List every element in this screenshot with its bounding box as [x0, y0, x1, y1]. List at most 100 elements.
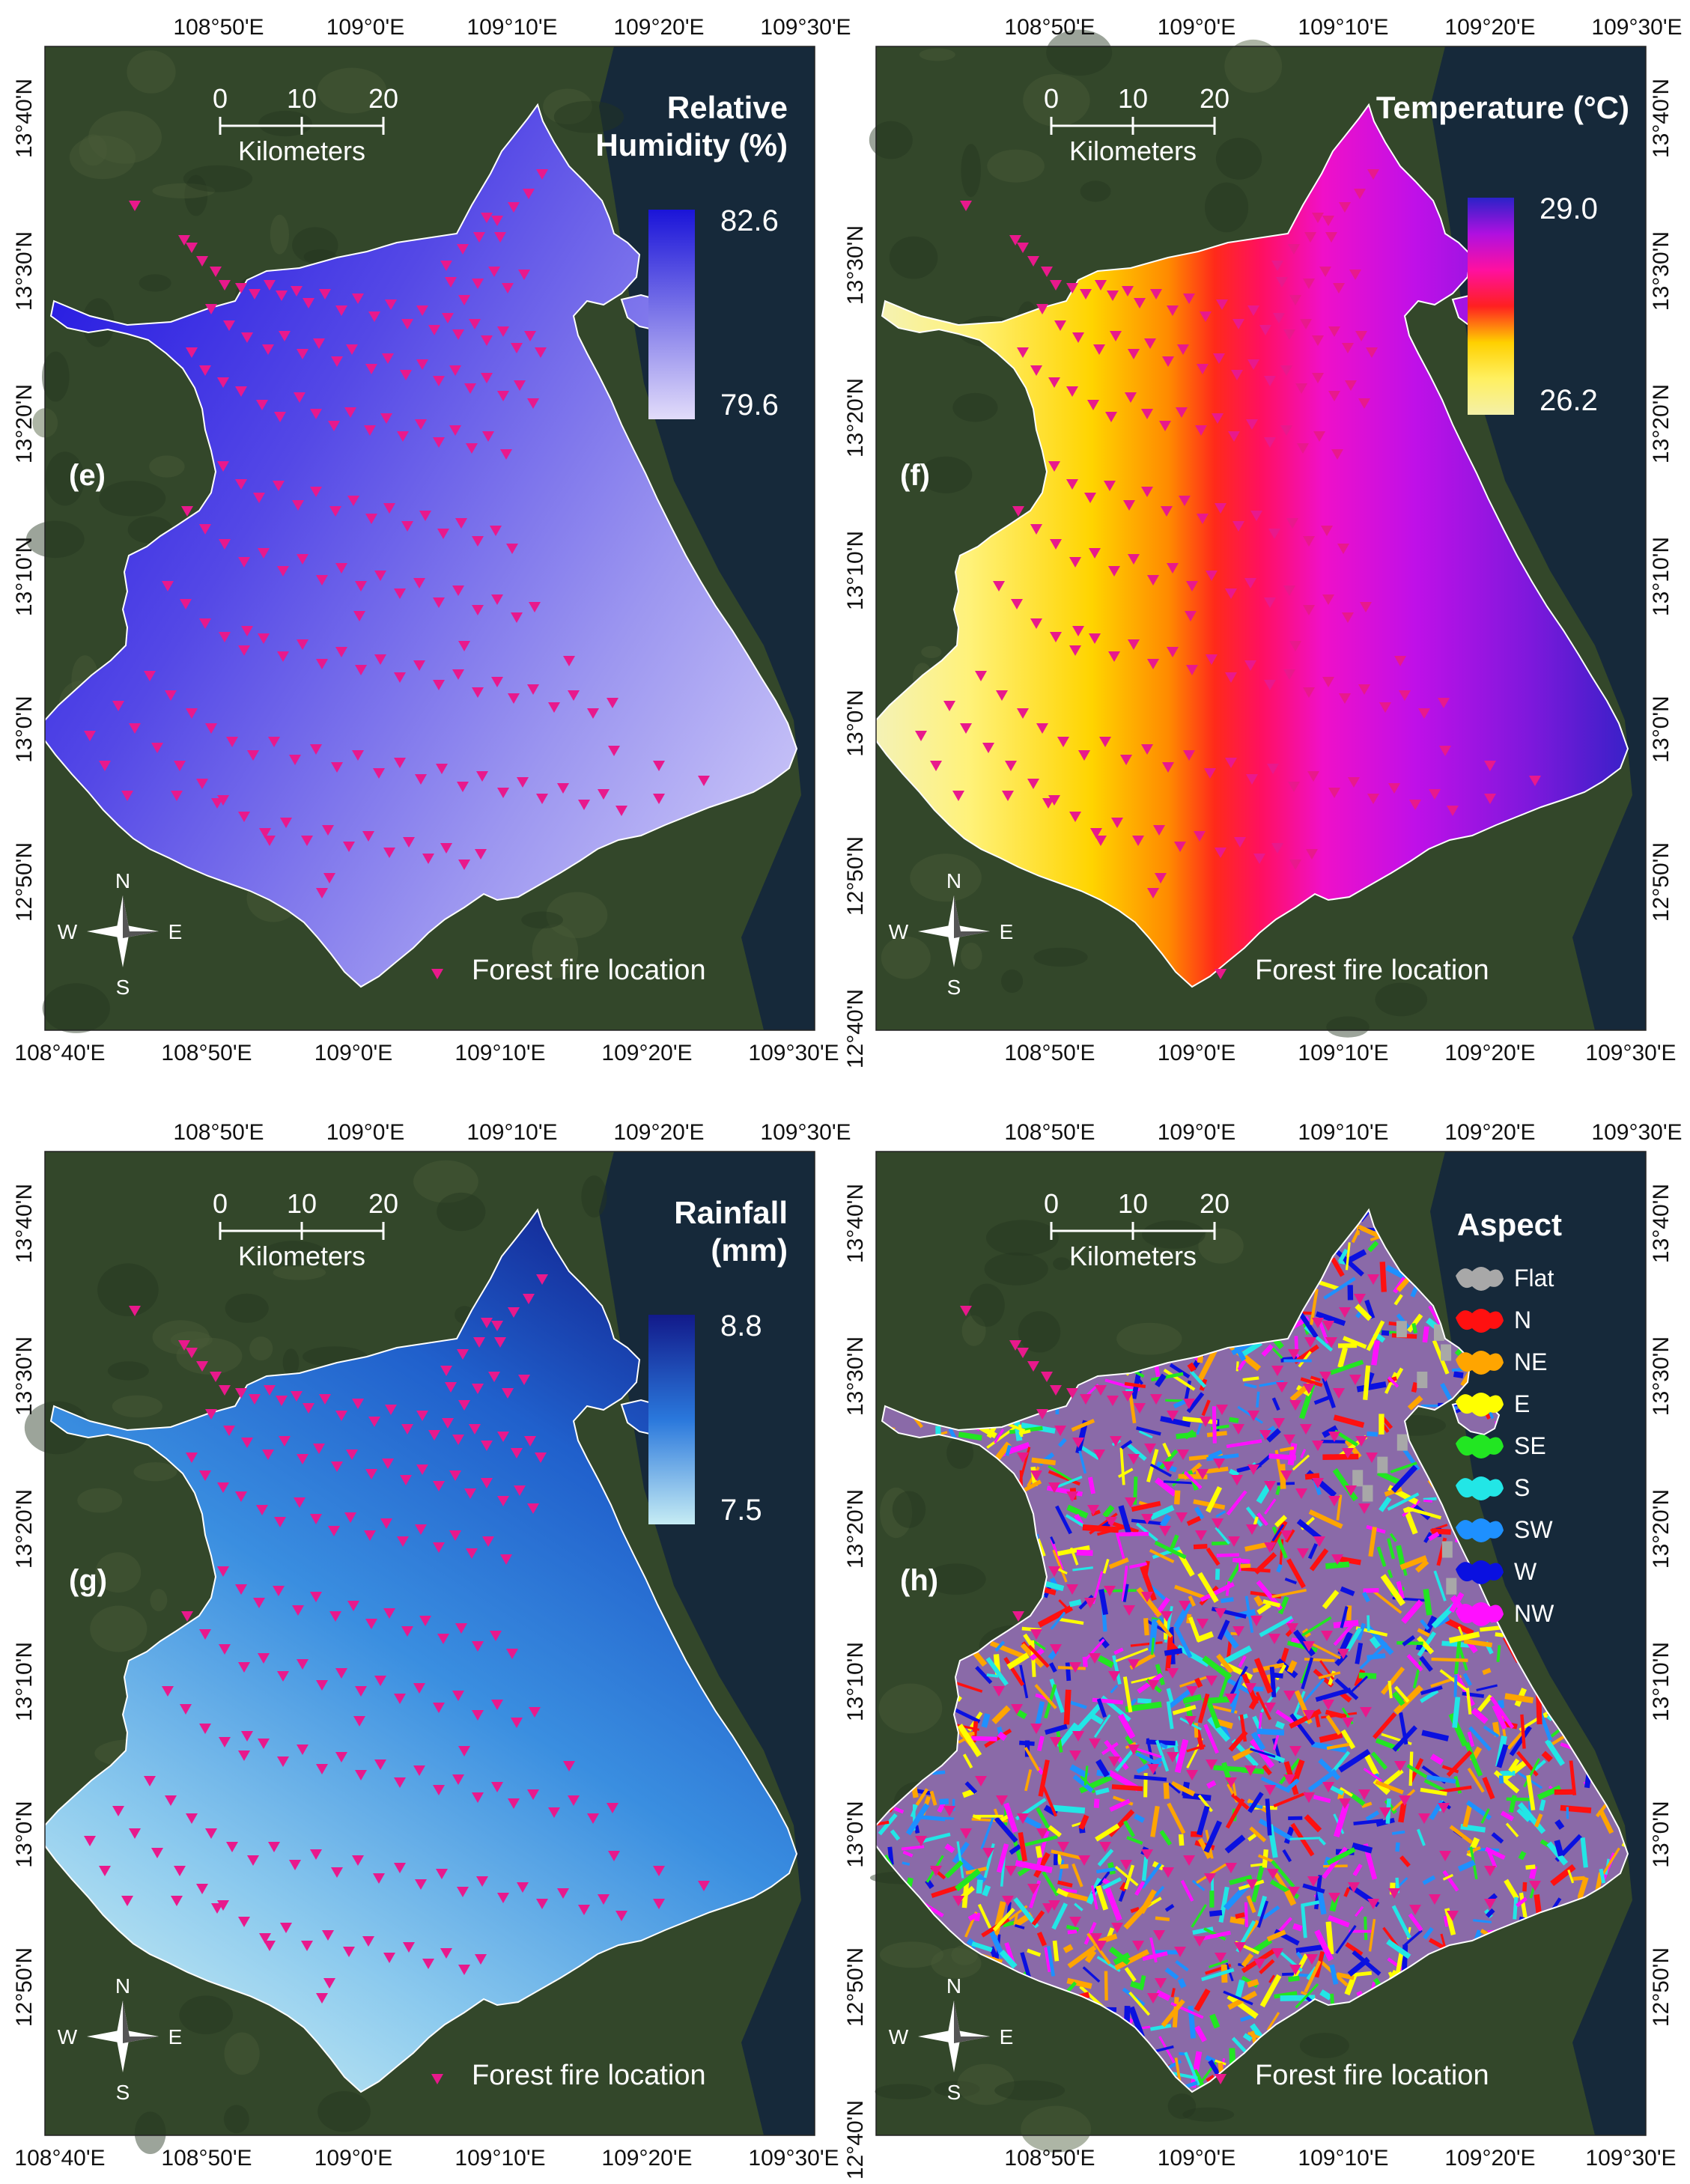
fire-point — [1366, 347, 1378, 358]
fire-point — [1253, 854, 1265, 864]
fire-point — [437, 1634, 449, 1644]
fire-point — [1312, 213, 1324, 223]
fire-point — [608, 746, 620, 756]
terrain-texture — [1021, 2105, 1092, 2153]
aspect-swatch — [1456, 1476, 1504, 1500]
fire-point — [394, 1694, 406, 1704]
fire-point — [319, 1394, 331, 1405]
fire-point — [1186, 1686, 1198, 1697]
fire-point — [1289, 1746, 1301, 1756]
fire-point — [1288, 1349, 1300, 1360]
top-tick-label: 108°50'E — [1004, 1120, 1095, 1145]
east-label: E — [168, 2025, 183, 2048]
fire-point — [449, 1530, 461, 1541]
scale-unit-label: Kilometers — [238, 1241, 365, 1271]
fire-point — [1288, 1887, 1300, 1897]
fire-point — [129, 201, 141, 211]
north-label: N — [115, 1974, 130, 1998]
terrain-texture — [152, 1320, 210, 1354]
scale-tick-label: 10 — [287, 1188, 317, 1219]
fire-point — [1289, 860, 1301, 870]
fire-point — [397, 431, 409, 442]
terrain-texture — [1142, 1220, 1206, 1249]
fire-point — [382, 1458, 394, 1469]
bottom-tick-label: 109°0'E — [314, 2146, 392, 2171]
fire-point — [277, 566, 289, 577]
fire-point — [436, 1869, 448, 1879]
fire-point — [511, 1448, 523, 1458]
fire-point — [508, 693, 520, 704]
fire-point — [380, 1518, 392, 1529]
left-tick-label: 13°10'N — [843, 1642, 868, 1721]
fire-point — [1304, 1337, 1316, 1348]
fire-point — [1264, 1785, 1276, 1795]
terrain-texture — [45, 451, 85, 506]
fire-point — [199, 618, 211, 629]
aspect-swatch — [1456, 1602, 1504, 1626]
fire-point — [241, 332, 253, 343]
fire-point — [353, 611, 365, 621]
terrain-texture — [77, 1488, 123, 1513]
fire-point — [476, 771, 488, 782]
fire-point — [344, 1512, 356, 1523]
fire-point — [536, 169, 548, 180]
fire-point — [1162, 356, 1174, 367]
fire-point — [310, 1514, 322, 1524]
left-tick-label: 13°0'N — [843, 1801, 868, 1867]
west-label: W — [889, 2025, 909, 2048]
fire-point — [1289, 295, 1301, 305]
fire-point — [316, 575, 328, 585]
fire-point — [490, 526, 502, 536]
variable-legend: Rainfall(mm) 8.8 7.5 — [648, 1195, 788, 1527]
fire-point — [238, 645, 250, 656]
aspect-swatch — [1456, 1393, 1504, 1417]
fire-point — [608, 1851, 620, 1861]
terrain-texture — [1018, 1311, 1061, 1353]
fire-point — [165, 1795, 177, 1806]
fire-point — [1108, 1756, 1120, 1767]
fire-point — [1303, 1710, 1315, 1721]
fire-point — [1167, 647, 1179, 657]
fire-point — [1174, 842, 1186, 852]
fire-point — [506, 544, 518, 554]
bottom-tick-label: 109°10'E — [455, 1041, 545, 1065]
fire-point — [186, 347, 198, 358]
fire-point — [1041, 1372, 1053, 1382]
fire-point — [368, 1417, 380, 1427]
fire-point — [385, 299, 397, 310]
fire-point — [518, 270, 530, 280]
fire-point — [1048, 377, 1060, 388]
fire-point — [457, 244, 469, 255]
fire-point — [511, 343, 523, 353]
fire-point — [497, 391, 509, 401]
fire-point — [440, 261, 452, 271]
fire-point — [1107, 291, 1119, 301]
fire-point — [1232, 1626, 1244, 1637]
fire-point — [1354, 1294, 1366, 1304]
fire-point — [1027, 256, 1039, 267]
legend-title: (mm) — [711, 1232, 788, 1268]
fire-point — [1183, 750, 1195, 761]
fire-point — [205, 723, 217, 734]
variable-legend: Aspect Flat N NE E SE S SW W NW — [1456, 1207, 1562, 1627]
bottom-tick-label: 109°30'E — [748, 1041, 839, 1065]
fire-point — [217, 1482, 229, 1493]
terrain-texture — [42, 351, 70, 402]
fire-point — [316, 1764, 328, 1774]
fire-point — [1150, 1394, 1162, 1405]
fire-point — [1342, 1718, 1354, 1728]
fire-point — [514, 1485, 526, 1496]
fire-point — [256, 1505, 268, 1515]
fire-point — [1066, 1491, 1078, 1502]
axis-ticks: 108°50'E 109°0'E 109°10'E 109°20'E 109°30'E 1… — [843, 15, 1683, 1068]
fire-point — [1141, 744, 1153, 755]
fire-point — [1267, 764, 1279, 774]
aspect-swatch — [1456, 1435, 1504, 1458]
fire-point — [449, 365, 461, 376]
fire-point — [458, 1746, 470, 1756]
fire-point — [84, 731, 96, 741]
fire-point — [437, 529, 449, 539]
terrain-texture — [875, 2084, 931, 2099]
fire-point — [433, 1785, 445, 1795]
